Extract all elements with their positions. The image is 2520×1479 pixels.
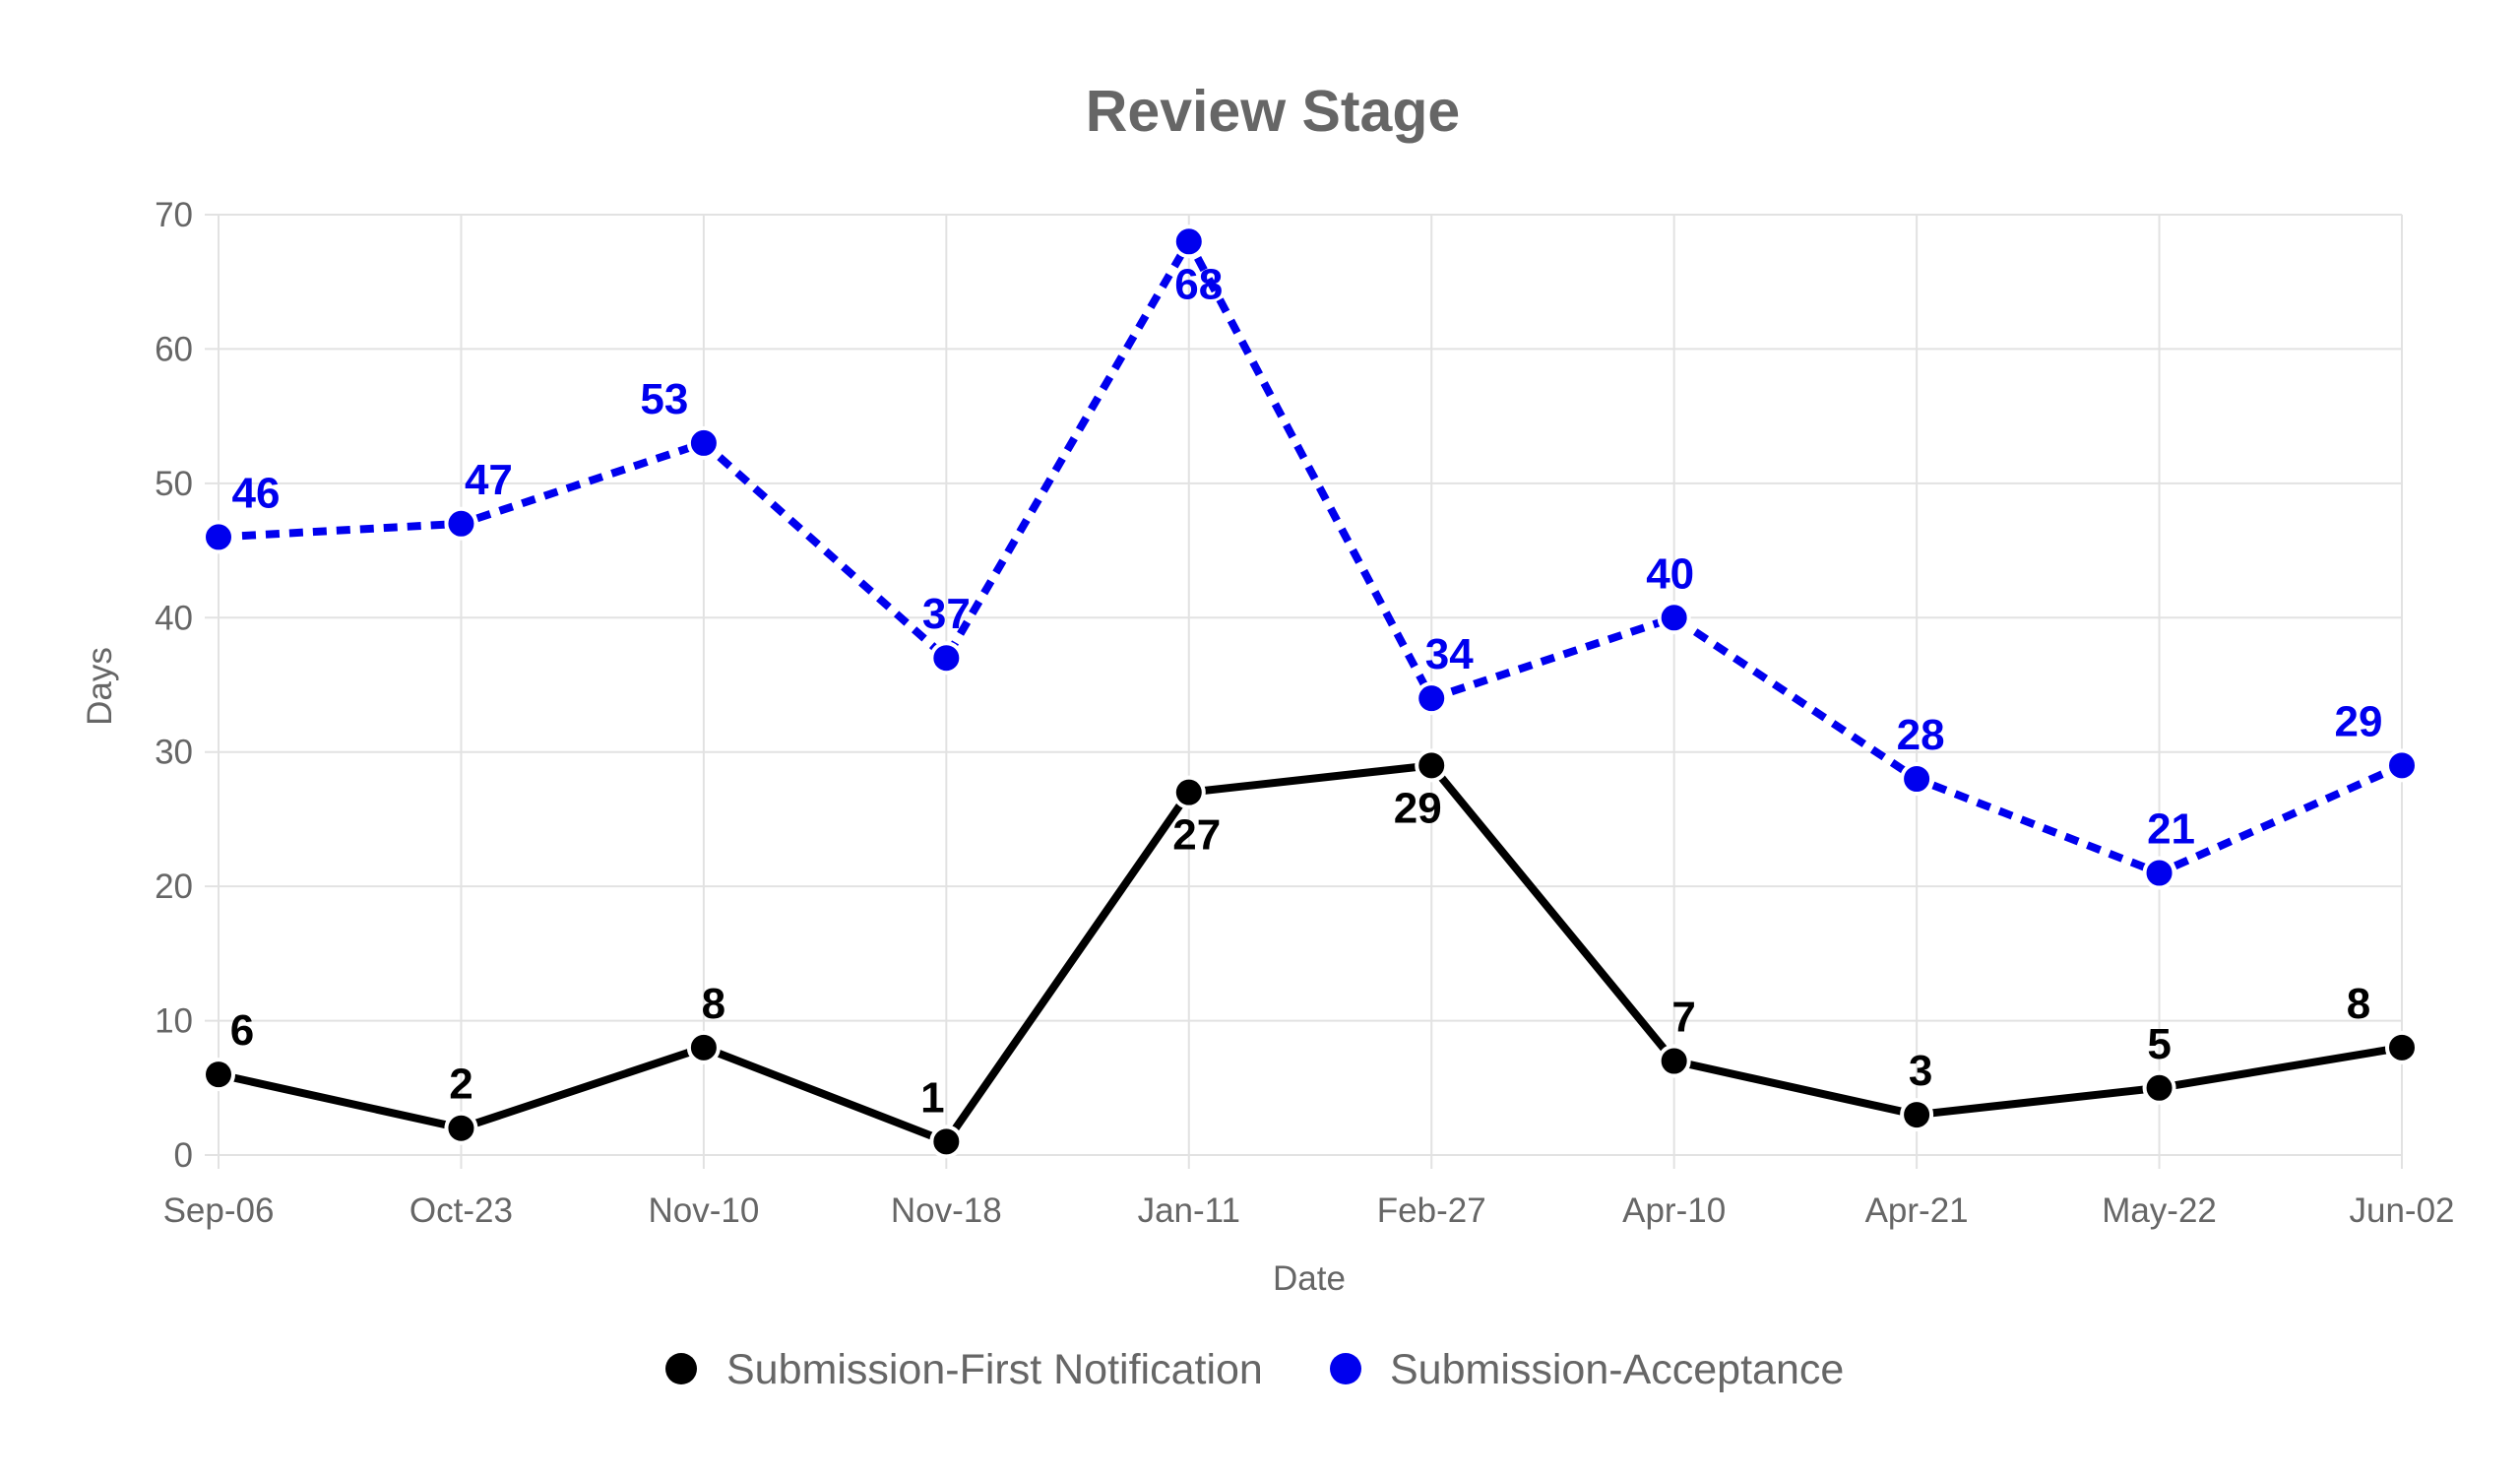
data-label: 8: [702, 980, 725, 1028]
series-acceptance: [202, 225, 2419, 890]
x-tick-label: Jan-11: [1138, 1191, 1240, 1230]
data-point[interactable]: [2142, 856, 2176, 890]
x-tick-label: Oct-23: [410, 1191, 513, 1230]
legend-swatch-acceptance: [1330, 1353, 1361, 1384]
legend-item-acceptance[interactable]: Submission-Acceptance: [1330, 1346, 1844, 1393]
data-point[interactable]: [202, 520, 235, 554]
x-tick-label: Nov-10: [648, 1191, 759, 1230]
data-point[interactable]: [1415, 681, 1449, 716]
data-point[interactable]: [1900, 1098, 1934, 1132]
legend-item-first-notification[interactable]: Submission-First Notification: [665, 1346, 1263, 1393]
y-tick-label: 0: [174, 1136, 193, 1175]
data-point[interactable]: [686, 1030, 721, 1064]
x-tick-label: Apr-10: [1622, 1191, 1726, 1230]
data-label: 37: [922, 590, 971, 638]
legend-swatch-first-notification: [665, 1353, 697, 1384]
data-label: 1: [920, 1073, 944, 1122]
x-axis-title: Date: [1273, 1259, 1346, 1298]
legend-label-acceptance: Submission-Acceptance: [1390, 1346, 1844, 1393]
y-tick-label: 60: [155, 330, 193, 368]
data-point[interactable]: [1657, 1044, 1691, 1078]
data-point[interactable]: [444, 506, 478, 541]
x-tick-label: Nov-18: [891, 1191, 1002, 1230]
legend-label-first-notification: Submission-First Notification: [726, 1346, 1263, 1393]
series-layer: [202, 225, 2419, 1159]
series-first-notification: [202, 748, 2419, 1159]
data-point[interactable]: [1171, 225, 1206, 259]
data-label: 29: [2335, 697, 2383, 745]
y-tick-label: 10: [155, 1002, 193, 1041]
y-tick-label: 30: [155, 734, 193, 772]
data-label: 7: [1671, 994, 1695, 1042]
data-label: 34: [1425, 630, 1474, 678]
data-label: 29: [1394, 784, 1442, 832]
data-label: 47: [465, 456, 513, 504]
data-label: 3: [1909, 1047, 1932, 1095]
y-tick-label: 40: [155, 599, 193, 637]
x-tick-label: Jun-02: [2349, 1191, 2454, 1230]
data-point[interactable]: [1415, 748, 1449, 783]
data-label: 8: [2347, 980, 2370, 1028]
legend: Submission-First Notification Submission…: [665, 1346, 1844, 1393]
data-point[interactable]: [1900, 762, 1934, 796]
data-point[interactable]: [2385, 748, 2419, 783]
y-tick-label: 70: [155, 196, 193, 234]
x-tick-label: May-22: [2102, 1191, 2217, 1230]
data-point[interactable]: [1171, 775, 1206, 809]
series-line: [218, 761, 2403, 1146]
data-label: 68: [1174, 260, 1223, 308]
data-label: 40: [1646, 549, 1694, 598]
data-point[interactable]: [1657, 601, 1691, 635]
axes: 0 10 20 30 40 50 60 70 Sep-06 Oct-23 Nov-10 Nov-18 J…: [155, 196, 2454, 1230]
data-label: 6: [230, 1006, 254, 1055]
data-label: 21: [2147, 805, 2195, 854]
data-label: 28: [1897, 711, 1945, 759]
data-point[interactable]: [686, 425, 721, 460]
chart-title: Review Stage: [1086, 79, 1460, 144]
data-label: 5: [2147, 1020, 2171, 1068]
grid: [205, 214, 2403, 1169]
data-point[interactable]: [2142, 1070, 2176, 1105]
data-label: 46: [232, 469, 281, 517]
data-label: 2: [449, 1061, 472, 1109]
data-point[interactable]: [202, 1058, 235, 1092]
x-tick-label: Feb-27: [1377, 1191, 1486, 1230]
data-label: 53: [640, 375, 688, 423]
data-point[interactable]: [444, 1111, 478, 1145]
series-line: [218, 237, 2404, 877]
data-point[interactable]: [929, 1125, 964, 1159]
y-axis-title: Days: [81, 647, 119, 726]
data-point[interactable]: [929, 641, 964, 675]
y-tick-label: 50: [155, 465, 193, 503]
data-point[interactable]: [2385, 1030, 2419, 1064]
x-tick-label: Sep-06: [163, 1191, 275, 1230]
x-tick-label: Apr-21: [1865, 1191, 1969, 1230]
y-tick-label: 20: [155, 868, 193, 906]
data-label: 27: [1172, 811, 1221, 860]
